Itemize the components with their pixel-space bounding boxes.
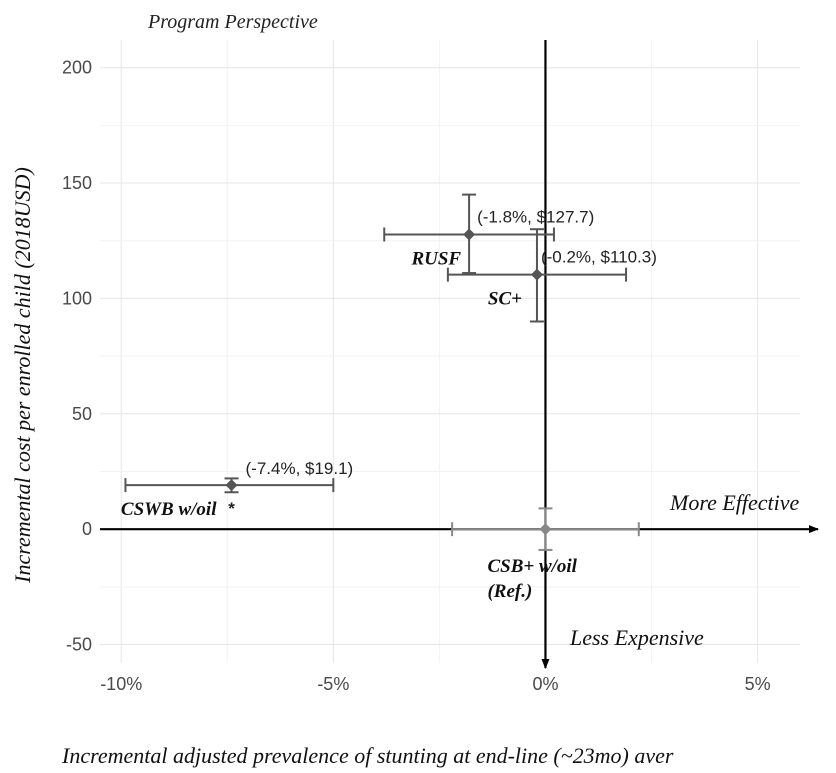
x-tick-label: 0% bbox=[532, 674, 558, 694]
axes bbox=[100, 40, 819, 669]
cswb-label: CSWB w/oil bbox=[121, 499, 217, 520]
x-positive-axis-label: More Effective bbox=[669, 490, 800, 515]
data-point bbox=[463, 228, 476, 241]
x-tick-label: 5% bbox=[745, 674, 771, 694]
y-tick-label: 0 bbox=[82, 519, 92, 539]
rusf-annotation: (-1.8%, $127.7) bbox=[477, 208, 594, 227]
y-tick-label: 200 bbox=[62, 58, 92, 78]
rusf-label: RUSF bbox=[410, 249, 461, 270]
point-labels: (-1.8%, $127.7) RUSF (-0.2%, $110.3) SC+ (-7… bbox=[121, 208, 657, 603]
y-negative-axis-label: Less Expensive bbox=[569, 625, 704, 650]
data-point bbox=[225, 479, 238, 492]
y-tick-label: -50 bbox=[66, 635, 92, 655]
cswb-annotation: (-7.4%, $19.1) bbox=[246, 459, 354, 478]
reference-label: CSB+ w/oil bbox=[487, 556, 577, 577]
x-tick-label: -10% bbox=[100, 674, 142, 694]
x-axis-title: Incremental adjusted prevalence of stunt… bbox=[61, 743, 674, 768]
data-point bbox=[530, 268, 543, 281]
data-point bbox=[539, 523, 552, 536]
y-axis-title: Incremental cost per enrolled child (201… bbox=[10, 167, 35, 584]
y-tick-label: 150 bbox=[62, 173, 92, 193]
scplus-label: SC+ bbox=[488, 289, 522, 310]
chart-title: Program Perspective bbox=[147, 11, 318, 33]
scplus-annotation: (-0.2%, $110.3) bbox=[541, 248, 657, 267]
y-tick-label: 100 bbox=[62, 288, 92, 308]
tick-labels: -10% -5% 0% 5% -50 0 50 100 150 200 bbox=[62, 58, 771, 694]
x-tick-label: -5% bbox=[317, 674, 349, 694]
significance-marker: * bbox=[228, 499, 235, 518]
y-tick-label: 50 bbox=[72, 404, 92, 424]
data-points bbox=[225, 228, 552, 536]
gridlines bbox=[100, 40, 800, 663]
reference-sublabel: (Ref.) bbox=[487, 581, 532, 602]
